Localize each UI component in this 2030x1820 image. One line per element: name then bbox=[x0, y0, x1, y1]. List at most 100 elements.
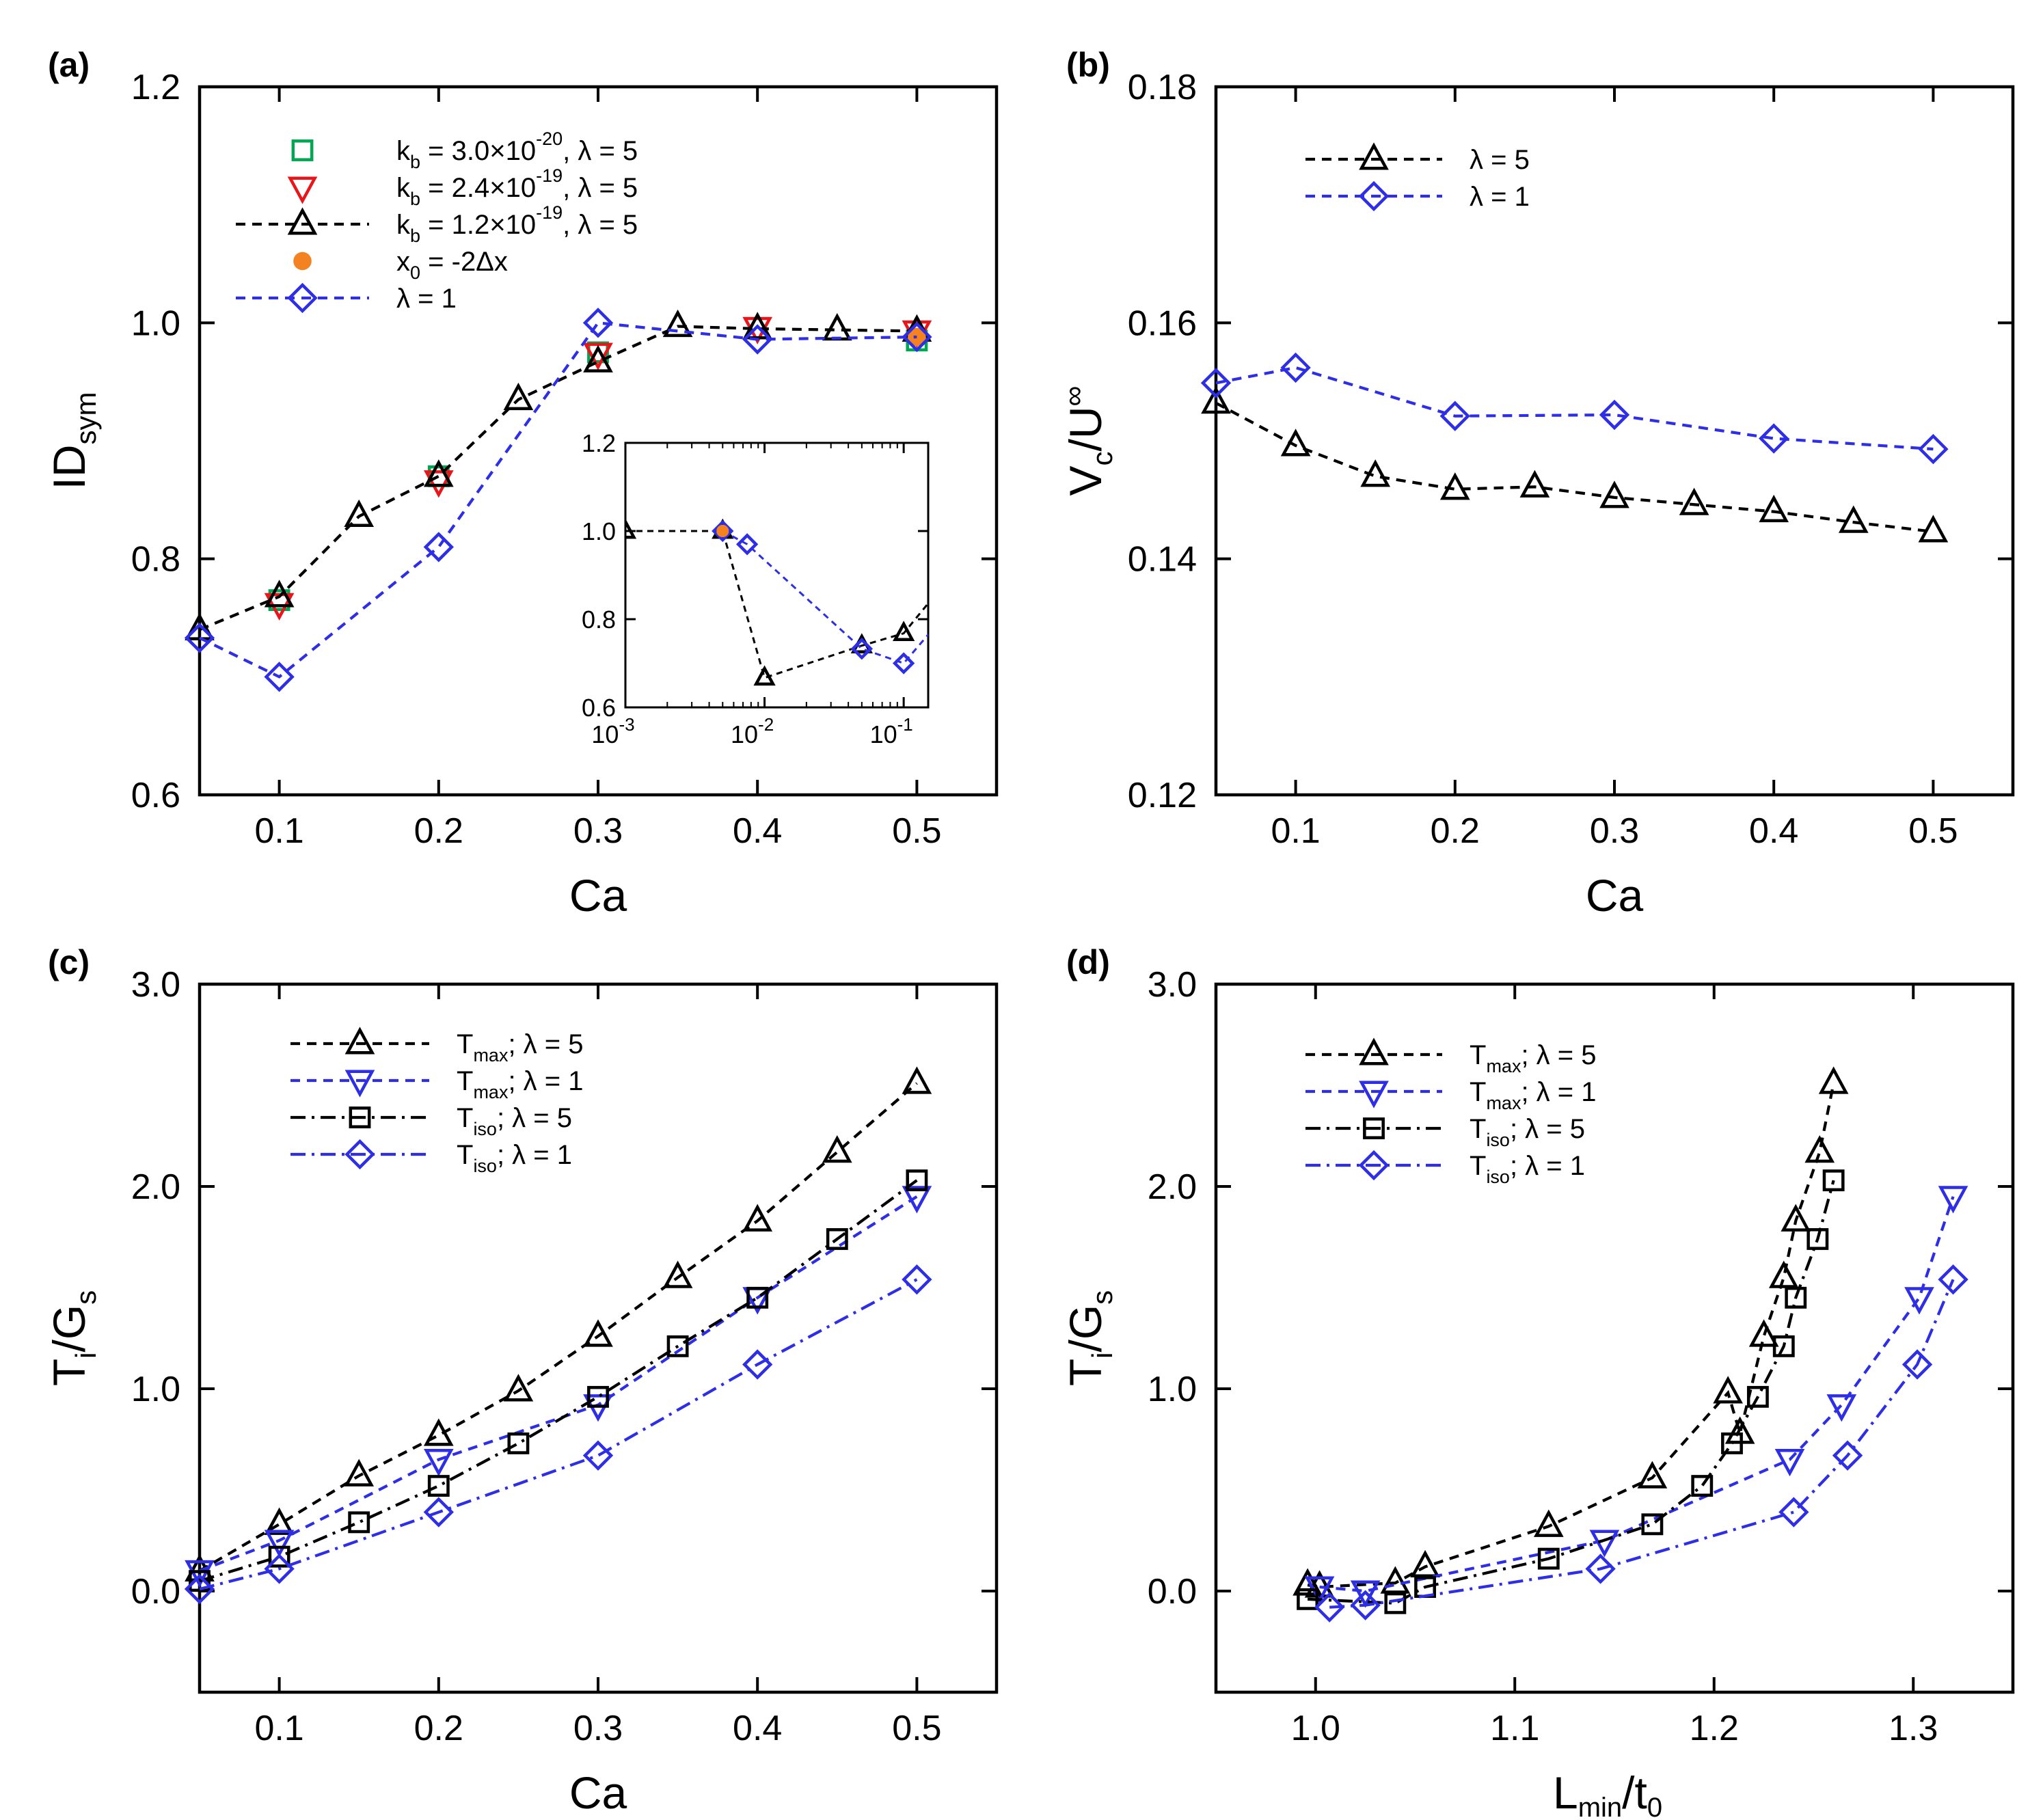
data-point bbox=[822, 1135, 852, 1163]
data-point bbox=[1918, 433, 1949, 465]
legend-marker bbox=[1363, 1117, 1385, 1139]
data-point bbox=[1938, 1264, 1968, 1295]
inset-series-area bbox=[625, 518, 928, 686]
inset-chart: 10-3 10-2 10-1 0.6 0.8 1.0 1.2 bbox=[582, 429, 930, 748]
y-tick-label: 0.0 bbox=[131, 1572, 180, 1612]
y-tick-label: 3.0 bbox=[1148, 965, 1197, 1005]
y-tick-label: 0.6 bbox=[131, 776, 180, 815]
data-point bbox=[344, 499, 375, 528]
legend-marker bbox=[293, 252, 312, 271]
legend-text: Tmax; λ = 1 bbox=[457, 1066, 584, 1102]
data-point bbox=[742, 312, 773, 340]
data-point bbox=[427, 1475, 450, 1497]
data-point bbox=[1519, 470, 1550, 498]
data-point bbox=[1838, 505, 1869, 533]
series-line bbox=[1307, 1180, 1835, 1605]
legend-text: Tmax; λ = 5 bbox=[1470, 1040, 1597, 1076]
data-point bbox=[1537, 1547, 1560, 1570]
data-point bbox=[1641, 1513, 1664, 1536]
data-point bbox=[1280, 429, 1311, 457]
y-tick-label: 2.0 bbox=[131, 1167, 180, 1207]
data-point bbox=[1772, 1335, 1795, 1357]
series-line bbox=[1215, 401, 1934, 534]
inset-data-point bbox=[625, 518, 637, 539]
inset-y-tick-label: 0.8 bbox=[582, 606, 616, 634]
x-tick-label: 0.3 bbox=[1590, 811, 1639, 851]
x-axis-title: Lmin/t0 bbox=[1553, 1767, 1662, 1820]
data-point bbox=[1721, 1432, 1743, 1454]
data-point bbox=[503, 382, 534, 411]
x-tick-label: 0.3 bbox=[573, 811, 623, 851]
data-point bbox=[1380, 1566, 1411, 1594]
legend-marker bbox=[1358, 1150, 1390, 1181]
data-point bbox=[264, 1553, 295, 1584]
inset-x-tick-label: 10-1 bbox=[870, 714, 913, 748]
series-lam1 bbox=[184, 308, 932, 692]
data-point bbox=[423, 1497, 454, 1527]
x-tick-label: 0.1 bbox=[254, 811, 303, 851]
data-point bbox=[344, 1458, 375, 1486]
plot-frame bbox=[1214, 982, 2015, 1694]
y-tick-label: 1.0 bbox=[131, 1370, 180, 1409]
x-axis-title: Ca bbox=[569, 1767, 627, 1818]
plot-frame bbox=[198, 982, 999, 1694]
plot-frame bbox=[1214, 85, 2015, 797]
legend-marker bbox=[1359, 1081, 1389, 1109]
inset-data-point bbox=[716, 524, 729, 538]
inset-data-point bbox=[753, 665, 776, 686]
legend-marker bbox=[1359, 1037, 1389, 1065]
x-tick-label: 0.1 bbox=[254, 1709, 303, 1748]
data-point bbox=[587, 1385, 609, 1408]
data-point bbox=[1785, 1286, 1807, 1309]
legend-marker bbox=[287, 176, 318, 204]
series-line bbox=[199, 321, 917, 679]
inset-x-tick-label: 10-3 bbox=[591, 714, 634, 748]
y-tick-label: 0.14 bbox=[1128, 540, 1197, 580]
series-tiso5 bbox=[189, 1169, 928, 1592]
chart-panel-2: (c) 0.1 0.2 0.3 0.4 0.5 0.0 1.0 2.0 3.0 Ca Ti/Gs Tma… bbox=[44, 943, 999, 1818]
legend-marker bbox=[287, 282, 318, 314]
data-point bbox=[184, 623, 215, 653]
inset-series-line bbox=[625, 530, 928, 679]
x-tick-label: 0.4 bbox=[1749, 811, 1798, 851]
legend-text: Tmax; λ = 1 bbox=[1470, 1077, 1597, 1113]
chart-panel-3: (d) 1.0 1.1 1.2 1.3 0.0 1.0 2.0 3.0 Lmin/t0 Ti/Gs T… bbox=[1060, 943, 2015, 1820]
legend-text: kb = 2.4×10-19, λ = 5 bbox=[396, 165, 638, 209]
data-point bbox=[583, 342, 613, 370]
data-point bbox=[583, 1319, 613, 1347]
data-point bbox=[184, 1573, 215, 1605]
x-tick-label: 1.0 bbox=[1291, 1709, 1340, 1748]
legend-marker bbox=[349, 1106, 371, 1128]
data-point bbox=[902, 321, 932, 353]
inset-series-lam1 bbox=[712, 519, 928, 675]
data-point bbox=[746, 1286, 769, 1309]
x-tick-label: 0.4 bbox=[733, 811, 782, 851]
data-point bbox=[666, 1335, 689, 1357]
series-lam1 bbox=[1200, 352, 1949, 465]
data-point bbox=[1902, 1349, 1933, 1380]
inset-data-point bbox=[892, 652, 915, 675]
data-point bbox=[1938, 1186, 1968, 1214]
data-point bbox=[423, 459, 454, 487]
data-point bbox=[742, 1349, 773, 1380]
data-point bbox=[1200, 368, 1232, 398]
data-point bbox=[1280, 352, 1311, 383]
data-point bbox=[423, 470, 454, 498]
x-tick-label: 0.2 bbox=[1431, 811, 1480, 851]
data-point bbox=[1774, 1449, 1805, 1477]
data-point bbox=[1599, 399, 1630, 431]
inset-y-tick-label: 0.6 bbox=[582, 694, 616, 722]
data-point bbox=[264, 1530, 295, 1558]
series-line bbox=[198, 1082, 918, 1573]
legend-text: kb = 1.2×10-19, λ = 5 bbox=[396, 202, 638, 246]
data-point bbox=[423, 1418, 454, 1446]
data-point bbox=[264, 662, 295, 692]
data-point bbox=[662, 1260, 693, 1288]
y-axis-title: Ti/Gs bbox=[44, 1290, 102, 1386]
series-line bbox=[1319, 1196, 1955, 1593]
series-line bbox=[1215, 366, 1934, 451]
legend-marker bbox=[344, 1139, 375, 1170]
series-line bbox=[199, 1195, 918, 1573]
legend-text: Tiso; λ = 1 bbox=[1470, 1151, 1585, 1187]
